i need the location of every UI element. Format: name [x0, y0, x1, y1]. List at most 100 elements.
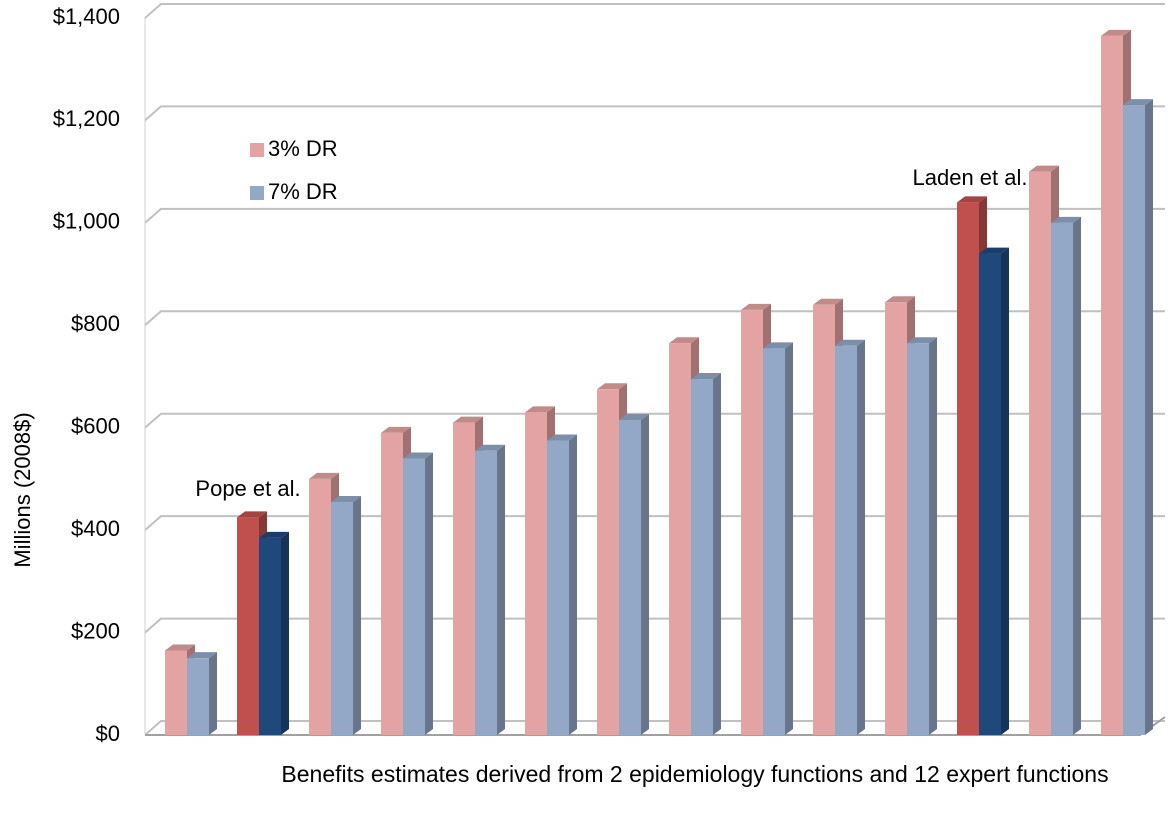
floor	[145, 716, 1166, 736]
bar-face	[763, 342, 793, 349]
bar-face	[885, 302, 907, 735]
bar-face	[309, 478, 331, 735]
bar-face	[331, 501, 353, 735]
bar-face	[835, 339, 865, 346]
y-tick-label: $1,200	[53, 106, 120, 131]
x-axis-label: Benefits estimates derived from 2 epidem…	[281, 761, 1109, 787]
bar	[187, 652, 217, 735]
y-tick-label: $1,400	[53, 4, 120, 29]
legend-label: 7% DR	[268, 179, 338, 204]
bar	[547, 434, 577, 735]
grid-line	[144, 617, 1165, 634]
bar-face	[209, 652, 217, 735]
bar	[691, 373, 721, 735]
bar-face	[741, 303, 771, 310]
y-tick-label: $0	[96, 721, 120, 746]
y-tick-label: $200	[71, 618, 120, 643]
bar-face	[475, 450, 497, 735]
bar-face	[597, 389, 619, 735]
grid-line	[144, 310, 1165, 327]
bar-face	[1145, 99, 1153, 736]
legend-swatch	[250, 143, 264, 157]
y-tick-label: $400	[71, 516, 120, 541]
bar-face	[1101, 29, 1131, 36]
bar-face	[353, 495, 361, 735]
bar-face	[641, 414, 649, 735]
bar-face	[237, 517, 259, 735]
bar-face	[331, 495, 361, 502]
bar-face	[1101, 35, 1123, 736]
bar-face	[497, 444, 505, 735]
bar-face	[813, 298, 843, 305]
bar-face	[907, 337, 937, 344]
bar-face	[979, 247, 1009, 254]
bar-face	[475, 444, 505, 451]
grid-line	[144, 207, 1165, 224]
bar-face	[713, 373, 721, 735]
y-axis-label: Millions (2008$)	[10, 412, 35, 567]
bar	[1051, 216, 1081, 735]
bar-face	[165, 650, 187, 735]
bar-face	[835, 345, 857, 735]
bar-face	[619, 414, 649, 421]
bar-face	[597, 383, 627, 390]
bar	[979, 247, 1009, 736]
bar	[259, 531, 289, 735]
bar-face	[453, 422, 475, 735]
bar-face	[569, 434, 577, 735]
bar-face	[785, 342, 793, 735]
grid-line	[144, 515, 1165, 531]
bar-face	[237, 511, 267, 518]
bar-face	[381, 432, 403, 735]
annotation: Pope et al.	[195, 476, 300, 501]
bar-face	[1073, 216, 1081, 735]
bar-face	[403, 458, 425, 735]
bar-face	[425, 452, 433, 735]
bar-face	[1001, 247, 1009, 736]
bar	[907, 337, 937, 735]
y-tick-label: $1,000	[53, 209, 120, 234]
bar-face	[929, 337, 937, 735]
bar	[475, 444, 505, 735]
bar	[835, 339, 865, 735]
bar-face	[281, 531, 289, 735]
bar	[403, 452, 433, 735]
bar-face	[957, 202, 979, 735]
bar-face	[619, 420, 641, 735]
bar-face	[381, 426, 411, 433]
bar-face	[165, 644, 195, 651]
annotation: Laden et al.	[913, 165, 1028, 190]
bar-face	[957, 196, 987, 203]
grid-line	[144, 105, 1165, 122]
grid-line	[144, 412, 1165, 429]
bar-face	[979, 253, 1001, 736]
bar	[331, 495, 361, 735]
bar-face	[1051, 222, 1073, 735]
legend-label: 3% DR	[268, 136, 338, 161]
bar	[763, 342, 793, 735]
bar-face	[525, 412, 547, 735]
bar-face	[259, 531, 289, 538]
bar-face	[763, 348, 785, 735]
bar-face	[259, 537, 281, 735]
bar-face	[525, 406, 555, 413]
bar-face	[813, 304, 835, 735]
bar-face	[453, 416, 483, 423]
bar-face	[857, 339, 865, 735]
bar-face	[1051, 216, 1081, 223]
bar	[619, 414, 649, 735]
y-tick-label: $800	[71, 311, 120, 336]
bar-face	[885, 296, 915, 303]
bar-face	[187, 658, 209, 735]
bar-face	[669, 343, 691, 735]
bar-face	[741, 309, 763, 735]
bar	[1123, 99, 1153, 736]
y-tick-label: $600	[71, 414, 120, 439]
bar-face	[691, 379, 713, 735]
bar-face	[691, 373, 721, 380]
legend-swatch	[250, 186, 264, 200]
bar-face	[403, 452, 433, 459]
grid-line	[144, 720, 1165, 736]
